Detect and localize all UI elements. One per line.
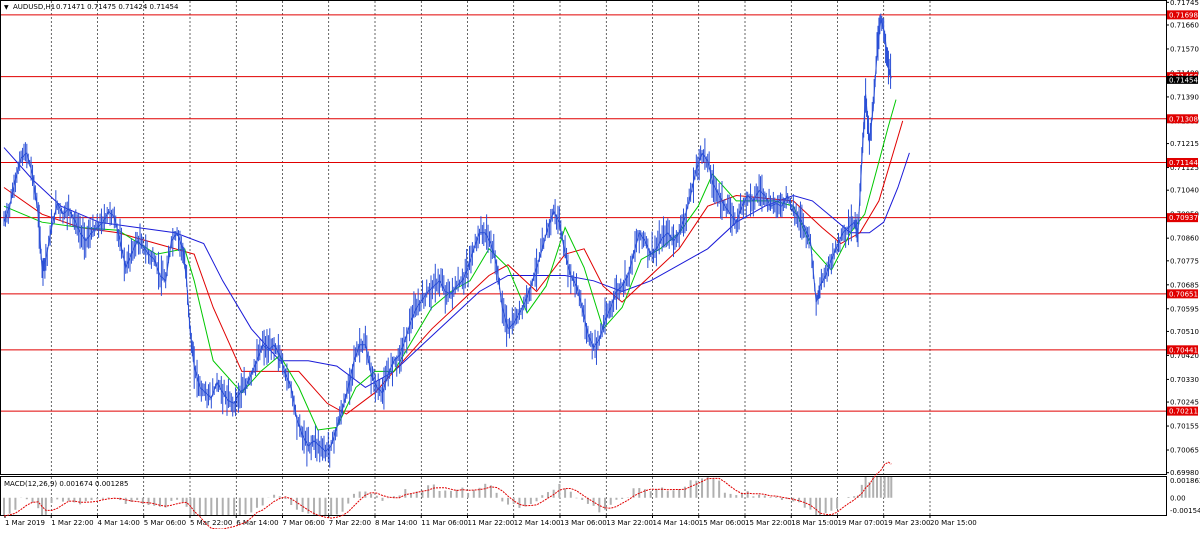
level-price-label: 0.70651	[1169, 290, 1198, 298]
chart-header: ▼ AUDUSD,H1 0.71471 0.71475 0.71424 0.71…	[4, 3, 179, 11]
ohlc-values: 0.71471 0.71475 0.71424 0.71454	[56, 3, 179, 11]
level-price-tag	[1167, 345, 1198, 355]
macd-indicator: 0.001862 0.00 -0.001546	[3, 461, 1200, 530]
y-tick-label: 0.70775	[1170, 257, 1199, 265]
y-tick-label: 0.71570	[1170, 45, 1199, 53]
y-tick-label: 0.70330	[1170, 376, 1199, 384]
current-price-tag	[1167, 75, 1198, 84]
y-tick-label: 0.71215	[1170, 140, 1199, 148]
main-panel-frame	[0, 0, 1167, 475]
symbol-label: AUDUSD,H1	[13, 3, 55, 11]
x-tick-label: 6 Mar 14:00	[236, 519, 278, 527]
x-tick-label: 1 Mar 22:00	[51, 519, 93, 527]
macd-tick-label: -0.001546	[1170, 507, 1200, 515]
level-price-tag	[1167, 10, 1198, 20]
x-tick-label: 13 Mar 22:00	[606, 519, 653, 527]
macd-signal-line	[3, 461, 892, 530]
y-tick-label: 0.71390	[1170, 93, 1199, 101]
y-axis: 0.717450.716600.715700.714800.713900.713…	[1166, 0, 1199, 477]
x-tick-label: 12 Mar 14:00	[514, 519, 561, 527]
x-tick-label: 11 Mar 06:00	[421, 519, 468, 527]
x-axis: 1 Mar 2019 1 Mar 22:00 4 Mar 14:00 5 Mar 06…	[4, 515, 977, 527]
y-tick-label: 0.71745	[1170, 0, 1199, 7]
current-price-label: 0.71454	[1169, 76, 1198, 84]
level-price-label: 0.71308	[1169, 115, 1198, 123]
level-price-tag	[1167, 114, 1198, 124]
x-tick-label: 5 Mar 22:00	[190, 519, 232, 527]
x-tick-label: 13 Mar 06:00	[560, 519, 607, 527]
macd-title: MACD(12,26,9) 0.001674 0.001285	[4, 480, 128, 488]
x-tick-label: 1 Mar 2019	[5, 519, 45, 527]
y-tick-label: 0.69980	[1170, 469, 1199, 477]
level-price-label: 0.70937	[1169, 214, 1198, 222]
level-price-tag	[1167, 213, 1198, 223]
ma-mid-line	[3, 120, 904, 415]
ma-fast-line	[3, 99, 897, 431]
moving-averages-layer	[3, 99, 910, 431]
y-tick-label: 0.71040	[1170, 187, 1199, 195]
x-tick-label: 5 Mar 06:00	[144, 519, 186, 527]
price-layer	[3, 13, 892, 468]
x-tick-label: 7 Mar 06:00	[283, 519, 325, 527]
level-price-tag	[1167, 289, 1198, 299]
y-tick-label: 0.70685	[1170, 281, 1199, 289]
level-price-label: 0.71144	[1169, 159, 1198, 167]
x-tick-label: 8 Mar 14:00	[375, 519, 417, 527]
level-price-tag	[1167, 406, 1198, 416]
y-tick-label: 0.70860	[1170, 235, 1199, 243]
x-tick-label: 20 Mar 15:00	[930, 519, 977, 527]
x-tick-label: 19 Mar 23:00	[884, 519, 931, 527]
x-tick-label: 14 Mar 14:00	[653, 519, 700, 527]
level-price-label: 0.70211	[1169, 408, 1198, 416]
y-tick-label: 0.70510	[1170, 328, 1199, 336]
x-tick-label: 7 Mar 22:00	[329, 519, 371, 527]
x-tick-label: 11 Mar 22:00	[468, 519, 515, 527]
y-tick-label: 0.70065	[1170, 447, 1199, 455]
x-tick-label: 15 Mar 22:00	[745, 519, 792, 527]
level-price-label: 0.70441	[1169, 346, 1198, 354]
levels-layer	[1, 14, 1166, 412]
x-tick-label: 19 Mar 07:00	[838, 519, 885, 527]
x-tick-label: 18 Mar 15:00	[791, 519, 838, 527]
level-price-label: 0.71698	[1169, 11, 1198, 19]
y-tick-label: 0.71660	[1170, 21, 1199, 29]
level-price-tag	[1167, 157, 1198, 167]
price-close-line	[3, 19, 892, 452]
macd-tick-label: 0.00	[1170, 494, 1186, 502]
macd-tick-label: 0.001862	[1170, 477, 1200, 485]
y-tick-label: 0.71125	[1170, 164, 1199, 172]
x-tick-label: 15 Mar 06:00	[699, 519, 746, 527]
y-tick-label: 0.70420	[1170, 352, 1199, 360]
y-tick-label: 0.70595	[1170, 305, 1199, 313]
header-arrow-icon[interactable]: ▼	[4, 4, 9, 11]
y-tick-label: 0.70155	[1170, 423, 1199, 431]
ma-slow-line	[3, 147, 910, 388]
x-tick-label: 4 Mar 14:00	[98, 519, 140, 527]
y-tick-label: 0.70245	[1170, 399, 1199, 407]
